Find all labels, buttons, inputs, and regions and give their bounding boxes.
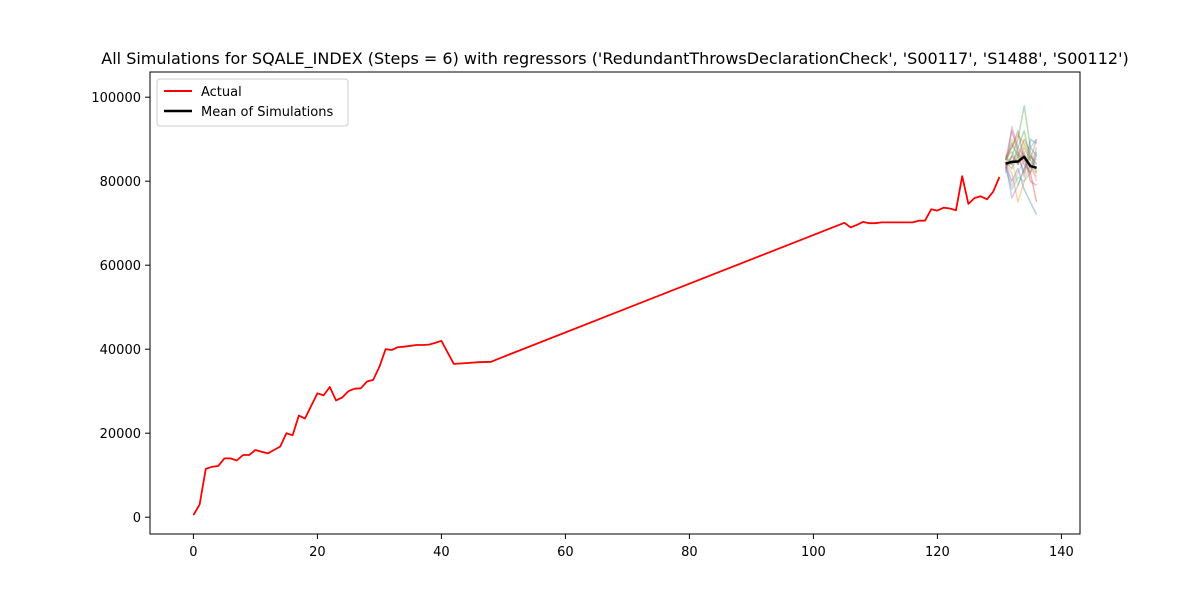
simulation-line-15 — [1004, 130, 1038, 174]
chart-title: All Simulations for SQALE_INDEX (Steps =… — [101, 49, 1128, 69]
simulation-line-14 — [1004, 155, 1038, 199]
x-tick-label-40: 40 — [433, 545, 450, 560]
simulation-line-9 — [1004, 155, 1038, 191]
x-tick-label-0: 0 — [189, 545, 197, 560]
legend-box — [156, 78, 349, 127]
x-tick-label-140: 140 — [1049, 545, 1074, 560]
x-tick-label-20: 20 — [309, 545, 326, 560]
y-tick-label-40000: 40000 — [100, 343, 141, 358]
simulation-line-10 — [1004, 138, 1038, 174]
y-tick-label-60000: 60000 — [100, 259, 141, 274]
x-tick-label-120: 120 — [925, 545, 950, 560]
series-lines — [192, 155, 1037, 516]
x-axis: 0 20 40 60 80 100 120 140 — [189, 534, 1074, 560]
x-tick-label-80: 80 — [681, 545, 698, 560]
y-axis: 0 20000 40000 60000 80000 100000 — [91, 91, 150, 526]
legend: Actual Mean of Simulations — [156, 78, 349, 127]
y-tick-label-80000: 80000 — [100, 175, 141, 190]
plot-area-frame — [149, 71, 1081, 535]
simulation-line-1 — [1004, 134, 1038, 165]
y-tick-label-20000: 20000 — [100, 427, 141, 442]
simulation-line-2 — [1004, 104, 1038, 169]
y-tick-label-0: 0 — [133, 511, 141, 526]
legend-label-mean: Mean of Simulations — [201, 105, 333, 120]
y-tick-label-100000: 100000 — [91, 91, 141, 106]
series-line-mean — [1005, 155, 1037, 170]
series-line-actual — [192, 175, 1001, 516]
x-tick-label-60: 60 — [557, 545, 574, 560]
simulation-line-5 — [1005, 138, 1038, 174]
legend-label-actual: Actual — [201, 85, 242, 100]
simulation-line-0 — [1004, 164, 1038, 216]
x-tick-label-100: 100 — [801, 545, 826, 560]
simulation-line-16 — [1005, 138, 1038, 178]
simulation-line-7 — [1005, 138, 1038, 166]
